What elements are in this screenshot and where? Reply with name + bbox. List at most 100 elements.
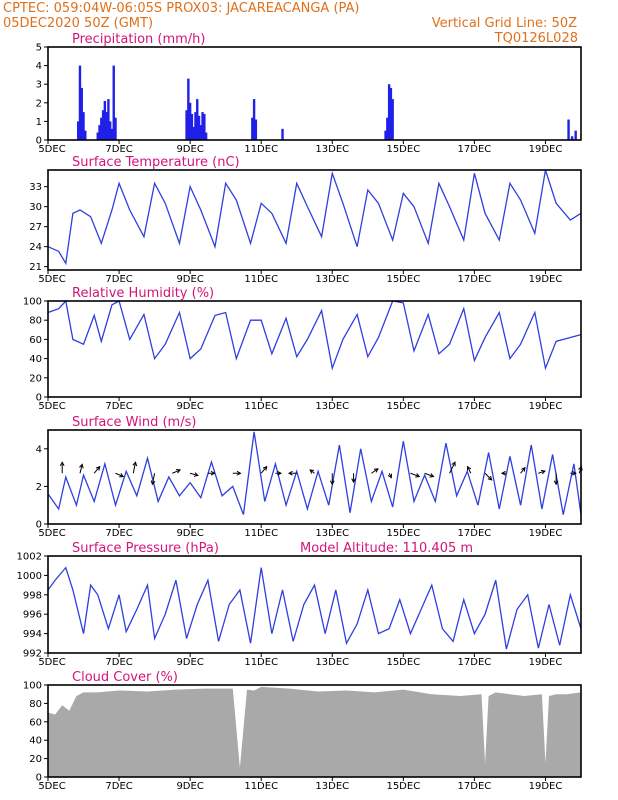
humidity-y-tick-label: 100 [23,297,42,308]
wind-vector-head [500,470,506,476]
wind-x-tick-label: 5DEC [38,528,65,539]
wind-vector-head [287,470,293,476]
pressure-frame [47,555,582,654]
humidity-y-tick-label: 20 [29,373,42,384]
pressure-y-tick-label: 996 [23,610,42,621]
pressure-x-tick-label: 13DEC [315,657,349,668]
wind-x-tick-label: 11DEC [244,528,278,539]
precipitation-bar [114,117,117,140]
precipitation-bar [252,99,256,140]
pressure-annotation: Model Altitude: 110.405 m [300,541,473,556]
cloud-cover-x-tick-label: 9DEC [176,781,203,792]
wind-vector-arrow [520,467,526,474]
pressure-y-tick-label: 994 [23,629,42,640]
cloud-cover-frame [47,684,582,778]
wind-panel: Surface Wind (m/s) 0 2 4 5DEC 7DEC 9DEC 11DEC 13… [36,415,583,539]
precipitation-bar [574,130,577,140]
cloud-cover-x-tick-label: 11DEC [244,781,278,792]
temperature-y-tick-label: 27 [29,222,42,233]
wind-vector-head [150,480,156,486]
precipitation-bar [96,132,99,140]
wind-vector-head [553,480,559,486]
precipitation-bar [194,112,197,140]
precipitation-x-tick-label: 5DEC [38,144,65,155]
pressure-x-tick-label: 17DEC [458,657,492,668]
wind-vector-head [236,470,242,476]
pressure-y-tick-label: 1002 [17,552,42,563]
precipitation-bar [112,65,115,140]
pressure-x-tick-label: 9DEC [176,657,203,668]
wind-title: Surface Wind (m/s) [72,415,196,430]
cloud-cover-title: Cloud Cover (%) [72,670,178,685]
humidity-x-tick-label: 17DEC [458,401,492,412]
temperature-x-tick-label: 7DEC [105,274,132,285]
wind-vector-arrow [79,464,83,474]
wind-vector-head [193,472,199,477]
precipitation-bar [108,121,112,140]
precipitation-x-tick-label: 19DEC [529,144,563,155]
pressure-series-line [47,566,582,650]
cloud-cover-y-tick-label: 40 [29,736,42,747]
wind-vector-head [95,465,101,471]
wind-vector-head [210,470,216,476]
precipitation-bar [185,110,188,140]
pressure-x-tick-label: 15DEC [386,657,420,668]
wind-y-tick-label: 4 [36,444,42,455]
precipitation-bar [105,112,108,140]
temperature-series-line [47,169,582,266]
wind-x-tick-label: 7DEC [105,528,132,539]
wind-y-tick-label: 0 [36,520,42,531]
temperature-x-tick-label: 19DEC [529,274,563,285]
temperature-panel: Surface Temperature (nC) 21 24 27 30 33 5DEC 7D… [29,155,582,285]
wind-vector-head [176,469,182,474]
precipitation-bar [107,99,110,140]
precipitation-bar [78,65,82,140]
cloud-cover-y-tick-label: 0 [36,773,42,784]
temperature-y-tick-label: 21 [29,262,42,273]
precipitation-bar [101,110,105,140]
wind-vector-arrow [424,472,434,478]
pressure-x-tick-label: 11DEC [244,657,278,668]
pressure-x-tick-label: 5DEC [38,657,65,668]
wind-vector-head [329,480,335,486]
temperature-x-tick-label: 9DEC [176,274,203,285]
wind-vector-head [79,463,84,469]
temperature-x-tick-label: 5DEC [38,274,65,285]
precipitation-bar [82,112,85,140]
humidity-x-tick-label: 11DEC [244,401,278,412]
header-vertical-grid-line: Vertical Grid Line: 50Z [432,16,577,31]
precipitation-bar [77,121,80,140]
precipitation-bar [389,87,393,140]
wind-vector-head [262,465,268,471]
precipitation-bar [196,99,199,140]
precipitation-bar [201,112,204,140]
panels-group: Precipitation (mm/h) 0 1 2 3 4 5 5DEC 7DEC 9DEC 11… [17,32,583,792]
humidity-x-tick-label: 13DEC [315,401,349,412]
wind-vector-head [351,478,356,484]
precipitation-x-tick-label: 17DEC [458,144,492,155]
precipitation-bar [567,119,570,140]
wind-vector-arrow [151,473,156,485]
precipitation-bar [391,99,394,140]
wind-vector-arrow [189,472,198,476]
header-model-code: TQ0126L028 [494,31,578,46]
precipitation-bar [98,125,101,140]
wind-vector-head [59,461,65,466]
precipitation-bar [80,87,83,140]
precipitation-bar [254,119,258,140]
wind-vector-arrow [371,468,379,474]
wind-vector-head [277,470,282,476]
precipitation-bar [251,117,254,140]
precipitation-bar [100,117,103,140]
temperature-y-tick-label: 30 [29,202,42,213]
humidity-panel: Relative Humidity (%) 0 20 40 60 80 100 5DEC 7DE… [23,286,582,412]
header-run-date: 05DEC2020 50Z (GMT) [3,16,153,31]
wind-vector-arrow [538,470,546,474]
precipitation-bar [204,132,208,140]
precipitation-y-tick-label: 0 [36,136,42,147]
precipitation-bar [187,78,190,140]
cloud-cover-x-tick-label: 15DEC [386,781,420,792]
header-station-line: CPTEC: 059:04W-06:05S PROX03: JACAREACAN… [3,1,359,16]
precipitation-y-tick-label: 3 [36,80,42,91]
cloud-cover-x-tick-label: 13DEC [315,781,349,792]
